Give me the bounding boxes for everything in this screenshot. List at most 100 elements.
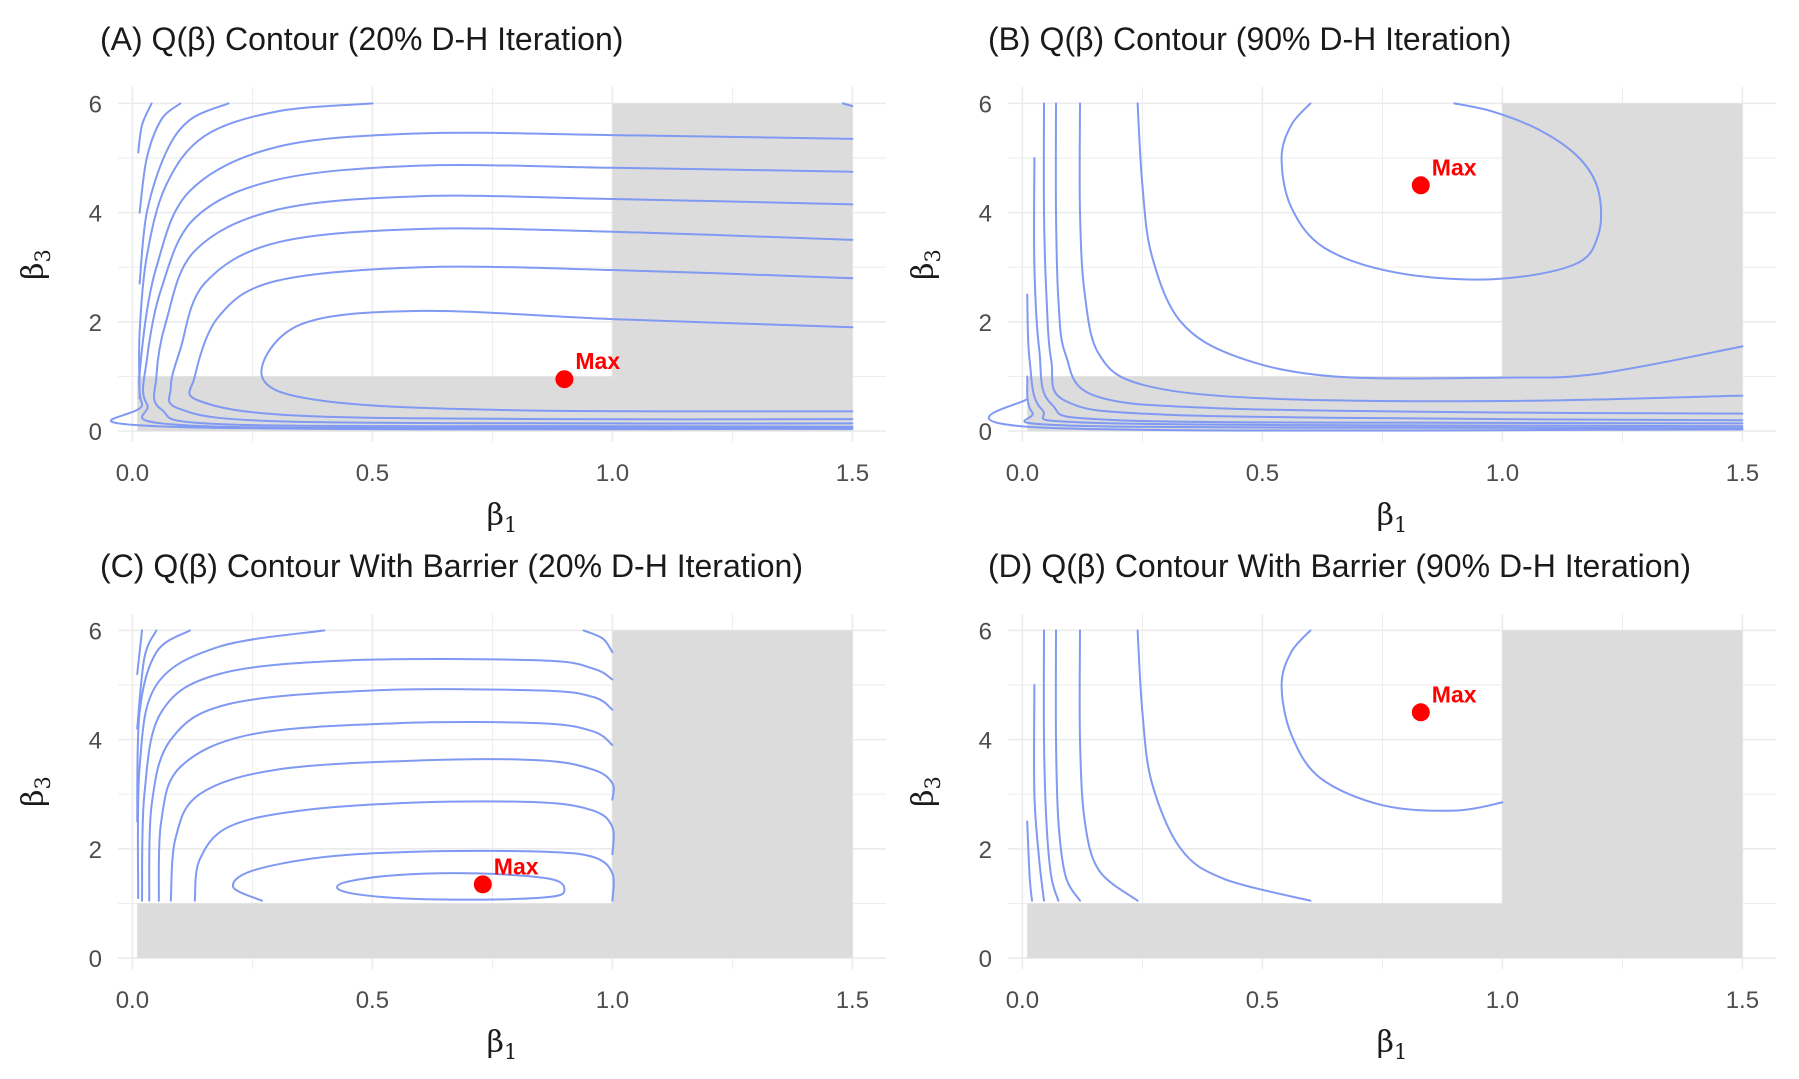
contour-line: [841, 102, 854, 108]
y-axis-label-main: β: [906, 790, 941, 807]
contour-lines: [1026, 629, 1504, 902]
y-tick-label: 0: [89, 419, 102, 446]
panel-d-title: (D) Q(β) Contour With Barrier (90% D-H I…: [988, 548, 1691, 584]
contour-line: [138, 102, 230, 285]
contour-line: [1280, 629, 1504, 812]
contour-line: [136, 629, 191, 823]
contour-line: [1078, 629, 1139, 902]
panel-b: (B) Q(β) Contour (90% D-H Iteration) Max 0…: [906, 21, 1776, 537]
y-tick-label: 2: [979, 837, 992, 864]
y-tick-label: 6: [979, 91, 992, 118]
contour-line: [336, 872, 566, 901]
y-axis-label-sub: 3: [921, 776, 945, 789]
y-axis-label-main: β: [16, 263, 51, 280]
x-axis-label-sub: 1: [1394, 513, 1407, 537]
contour-line: [168, 227, 854, 425]
panel-d: (D) Q(β) Contour With Barrier (90% D-H I…: [906, 548, 1776, 1064]
y-tick-label: 2: [979, 310, 992, 337]
panel-a-title: (A) Q(β) Contour (20% D-H Iteration): [100, 21, 623, 57]
contour-line: [136, 629, 143, 676]
panel-a: (A) Q(β) Contour (20% D-H Iteration) Max 0…: [16, 21, 886, 537]
x-axis-label-sub: 1: [504, 1040, 517, 1064]
x-tick-label: 0.0: [116, 460, 149, 487]
contour-line: [1026, 293, 1744, 428]
y-axis-label: β3: [16, 249, 55, 280]
contour-line: [231, 849, 615, 902]
contour-line: [141, 658, 614, 902]
x-tick-label: 0.5: [1246, 987, 1279, 1014]
contour-line: [1042, 102, 1744, 422]
contour-line: [1078, 102, 1744, 403]
max-point: [1411, 176, 1430, 195]
contour-line: [987, 397, 1744, 432]
x-tick-label: 0.5: [356, 460, 389, 487]
x-tick-label: 1.5: [1726, 987, 1759, 1014]
contour-line: [1033, 684, 1045, 902]
contour-line: [188, 265, 854, 421]
shaded-region: [612, 630, 853, 959]
contour-line: [260, 309, 854, 413]
x-tick-label: 1.0: [596, 987, 629, 1014]
contour-line: [582, 629, 614, 654]
x-axis-label-sub: 1: [1394, 1040, 1407, 1064]
x-axis-label: β1: [1377, 1025, 1408, 1064]
x-tick-label: 1.0: [1486, 987, 1519, 1014]
shaded-region: [1502, 103, 1743, 432]
contour-line: [138, 102, 374, 400]
max-label: Max: [1432, 681, 1477, 707]
x-tick-label: 1.5: [1726, 460, 1759, 487]
panel-c: (C) Q(β) Contour With Barrier (20% D-H I…: [16, 548, 886, 1064]
y-tick-label: 4: [979, 201, 992, 228]
x-tick-label: 1.0: [1486, 460, 1519, 487]
contour-line: [1054, 102, 1744, 415]
shaded-region: [612, 103, 853, 432]
contour-line: [1023, 375, 1744, 430]
x-tick-label: 0.5: [356, 987, 389, 1014]
y-axis-label-main: β: [906, 263, 941, 280]
contour-line: [109, 131, 854, 431]
contour-line: [141, 163, 854, 430]
contour-line: [138, 102, 182, 214]
panel-c-title: (C) Q(β) Contour With Barrier (20% D-H I…: [100, 548, 803, 584]
y-tick-label: 2: [89, 310, 102, 337]
contour-lines: [136, 629, 615, 902]
y-axis-label: β3: [16, 776, 55, 807]
shaded-region: [1502, 630, 1743, 959]
x-tick-label: 1.5: [836, 987, 869, 1014]
x-axis-label-main: β: [487, 498, 504, 533]
max-point: [1411, 703, 1430, 722]
max-point: [473, 875, 492, 894]
x-axis-label-sub: 1: [504, 513, 517, 537]
y-tick-label: 0: [979, 419, 992, 446]
contour-lines: [987, 102, 1744, 432]
y-tick-label: 4: [89, 728, 102, 755]
x-tick-label: 0.0: [116, 987, 149, 1014]
y-tick-label: 6: [89, 91, 102, 118]
contour-line: [157, 721, 614, 902]
max-label: Max: [1432, 154, 1477, 180]
x-tick-label: 1.5: [836, 460, 869, 487]
y-axis-label-sub: 3: [31, 776, 55, 789]
contour-line: [1136, 629, 1312, 902]
contour-line: [1054, 629, 1081, 902]
contour-line: [148, 688, 614, 902]
contour-line: [1280, 102, 1603, 281]
x-tick-label: 0.5: [1246, 460, 1279, 487]
x-axis-label-main: β: [1377, 498, 1394, 533]
contour-line: [1033, 157, 1744, 425]
x-axis-label: β1: [1377, 498, 1408, 537]
y-axis-label: β3: [906, 776, 945, 807]
x-axis-label-main: β: [1377, 1025, 1394, 1060]
max-label: Max: [494, 853, 539, 879]
y-axis-label-sub: 3: [921, 249, 945, 262]
y-tick-label: 0: [89, 946, 102, 973]
y-axis-label: β3: [906, 249, 945, 280]
contour-line: [136, 629, 158, 730]
contour-line: [1026, 820, 1033, 902]
y-tick-label: 0: [979, 946, 992, 973]
contour-line: [1136, 102, 1744, 380]
y-tick-label: 6: [89, 618, 102, 645]
y-tick-label: 4: [89, 201, 102, 228]
y-axis-label-sub: 3: [31, 249, 55, 262]
